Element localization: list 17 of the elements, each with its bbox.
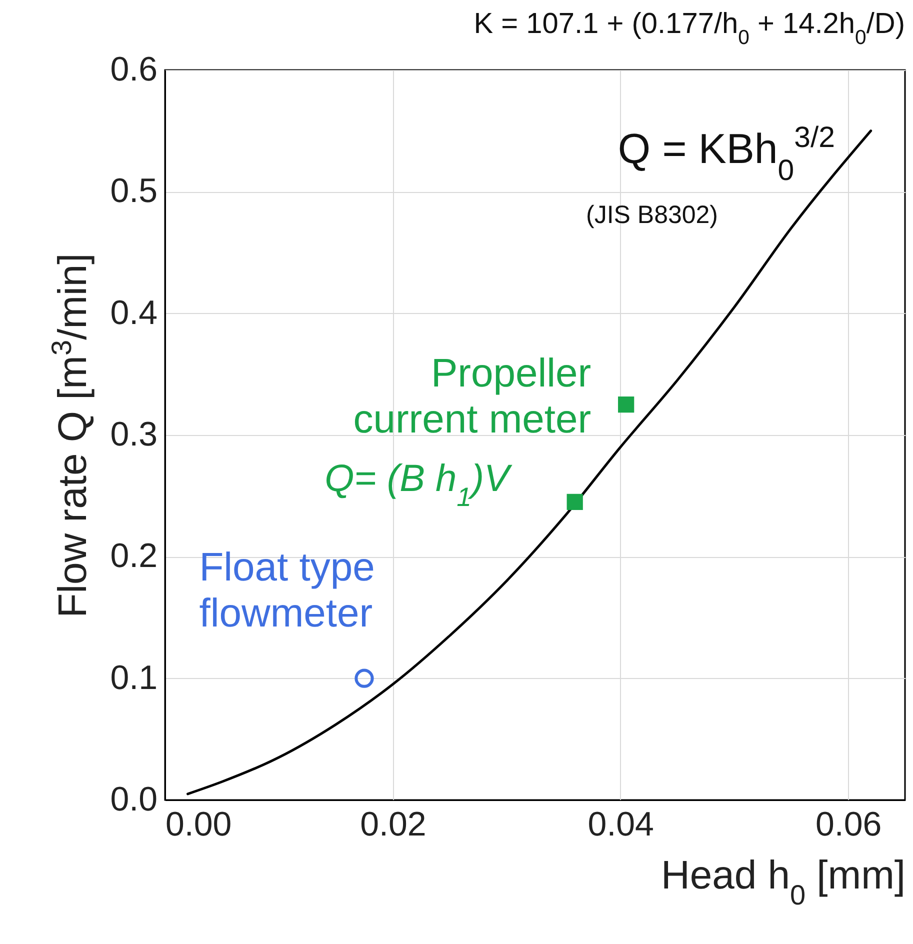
annotation: Q= (B h$_{1}$)V — [324, 458, 514, 512]
x-axis-title: Head h$_{0}$ [mm] — [660, 854, 906, 910]
chart-title: K = 107.1 + (0.177/h$_{0}$ + 14.2h$_{0}$/D) — [474, 8, 905, 49]
y-tick-label: 0.6 — [110, 50, 158, 88]
y-tick-label: 0.5 — [110, 172, 158, 210]
annotation: (JIS B8302) — [586, 201, 718, 229]
y-tick-label: 0.3 — [110, 416, 158, 454]
series-label: Float type flowmeter — [199, 545, 375, 636]
x-tick-label: 0.04 — [588, 806, 654, 844]
y-tick-label: 0.2 — [110, 537, 158, 576]
y-tick-label: 0.1 — [110, 658, 158, 697]
y-tick-label: 0.4 — [110, 294, 158, 332]
x-tick-label: 0.06 — [815, 806, 882, 844]
series-label: Propeller current meter — [353, 352, 592, 442]
y-tick-label: 0.0 — [110, 780, 158, 818]
x-tick-label: 0.02 — [360, 806, 426, 844]
x-tick-label: 0.00 — [166, 806, 232, 844]
